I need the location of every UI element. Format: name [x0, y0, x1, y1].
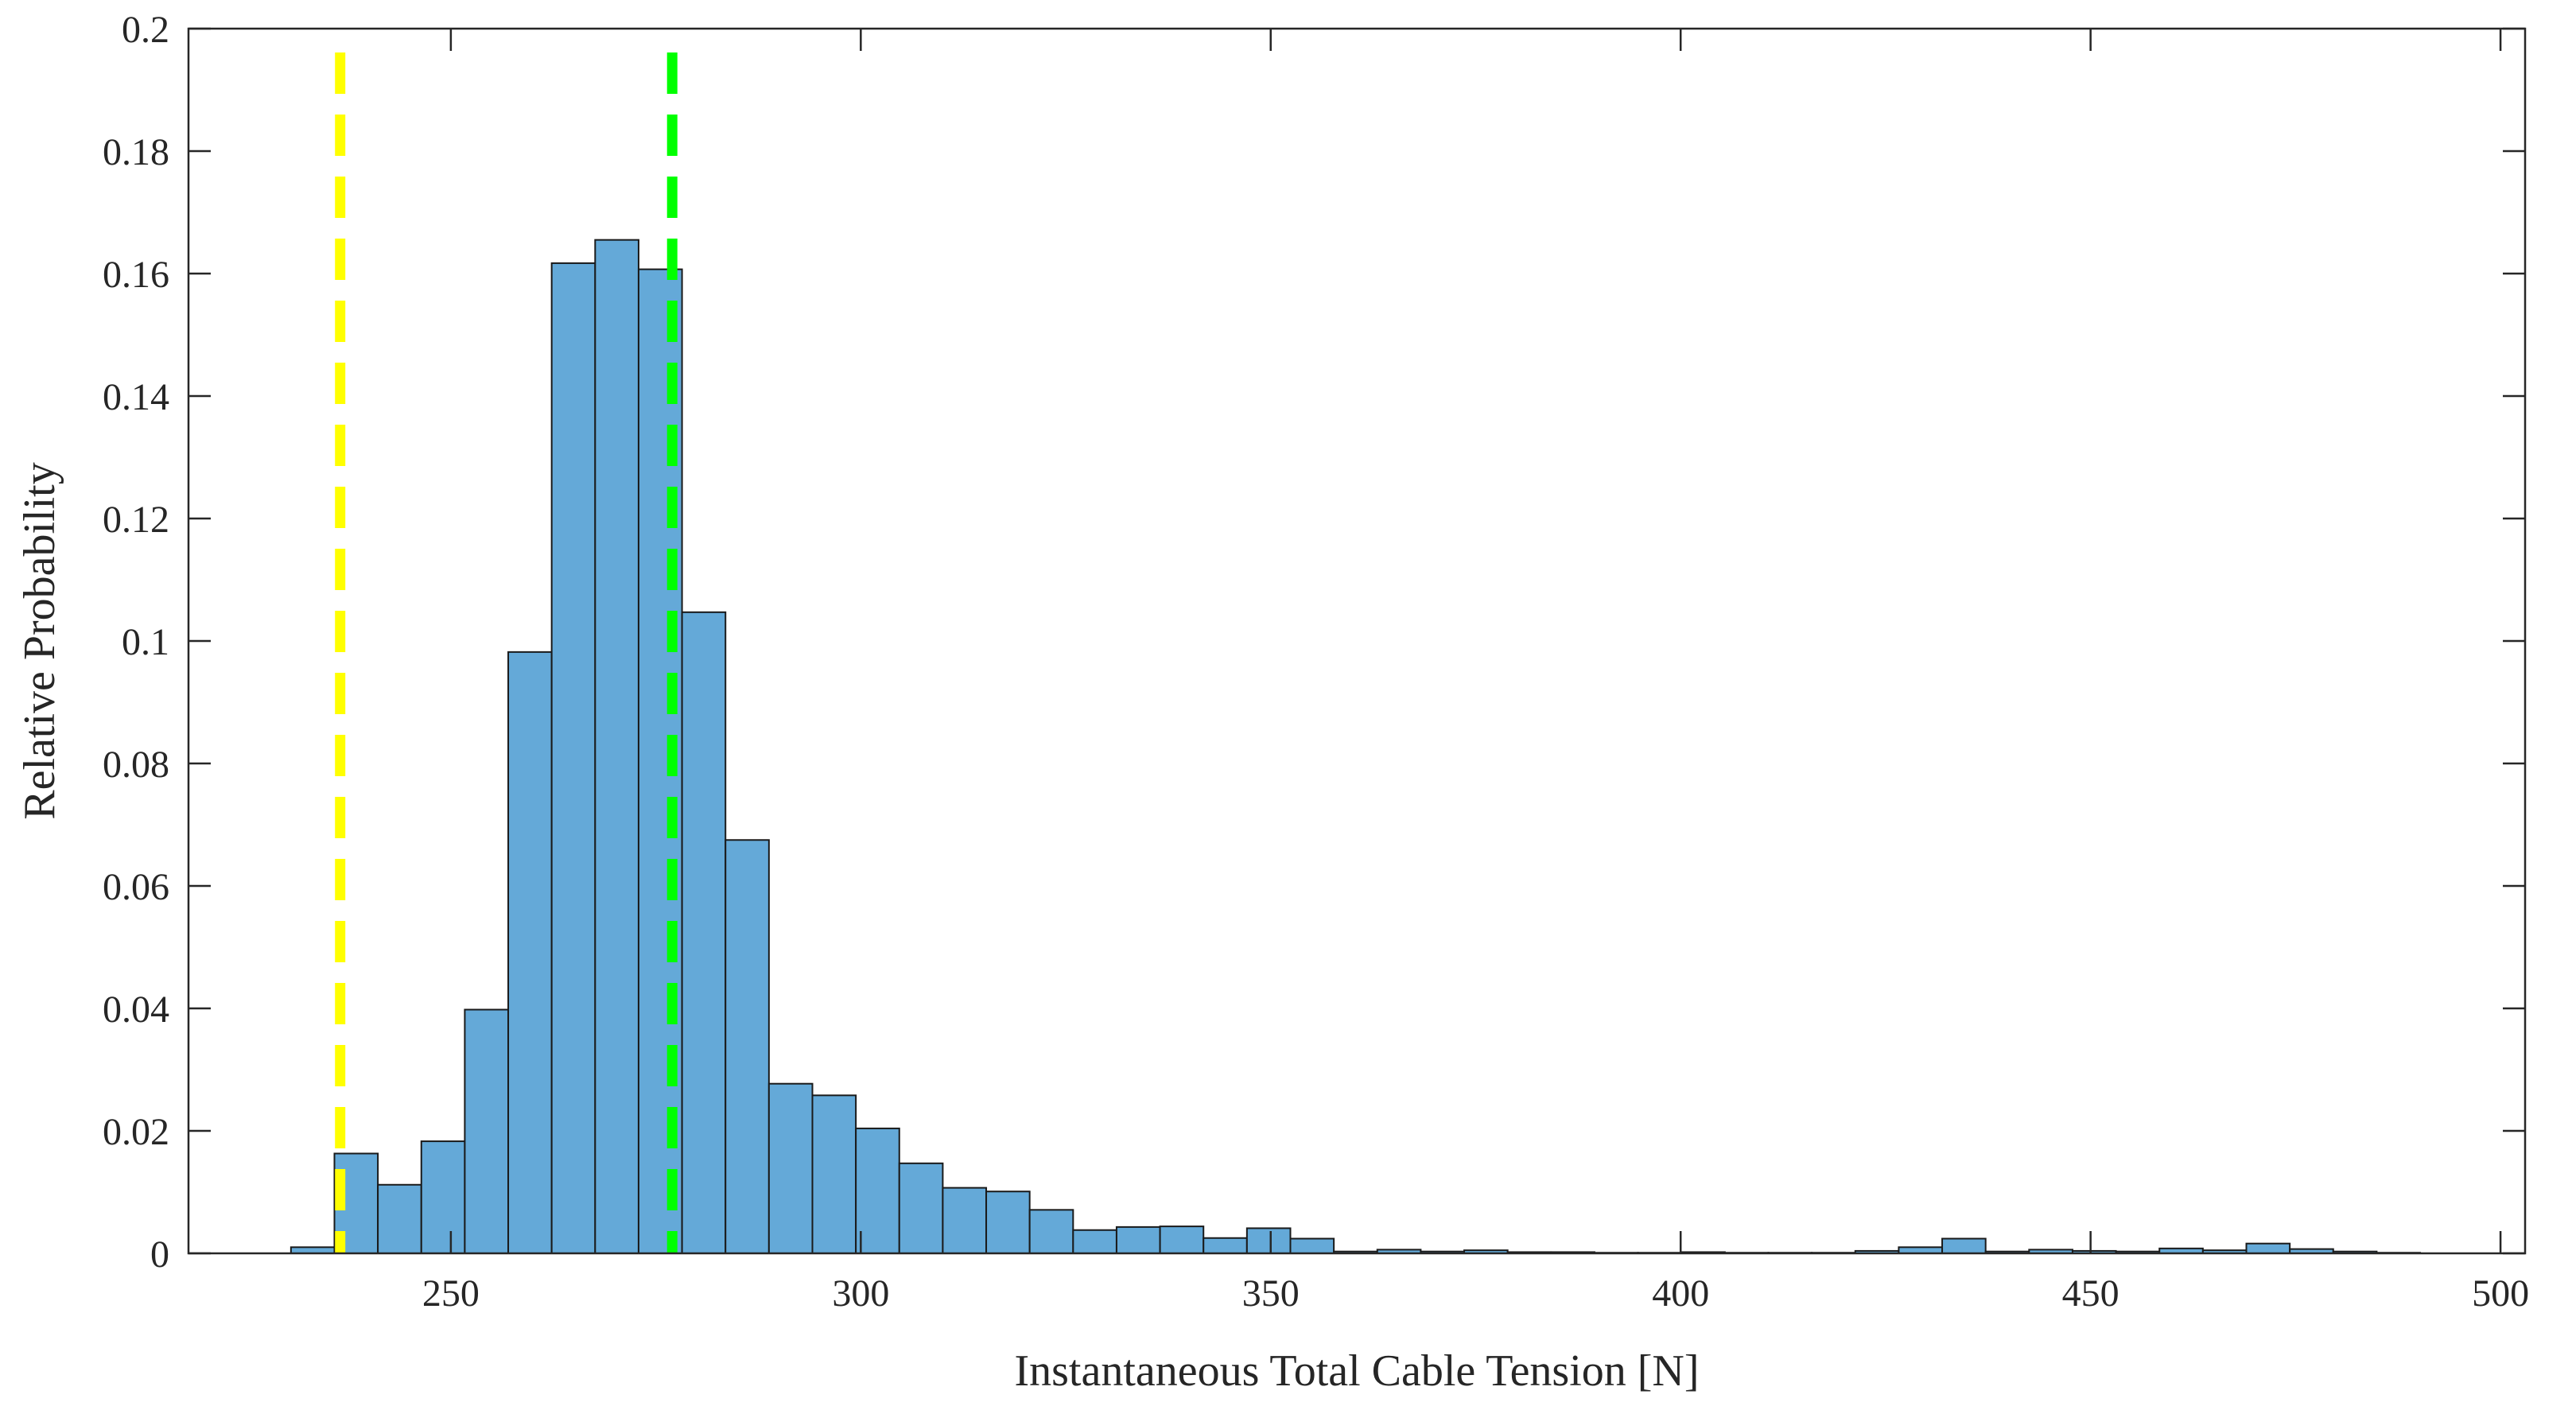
y-tick-label: 0.12 — [103, 499, 169, 541]
histogram-bar — [1941, 1237, 1987, 1255]
y-tick-label: 0.08 — [103, 744, 169, 786]
histogram-bar — [1072, 1229, 1117, 1254]
histogram-bar — [1203, 1237, 1248, 1254]
y-axis-label: Relative Probability — [15, 462, 64, 819]
x-axis-label: Instantaneous Total Cable Tension [N] — [1014, 1346, 1699, 1396]
histogram-bar — [1159, 1225, 1205, 1254]
histogram-bar — [1115, 1225, 1161, 1255]
histogram-bar — [942, 1187, 988, 1254]
histogram-bar — [464, 1008, 510, 1255]
y-tick-label: 0.04 — [103, 989, 169, 1031]
histogram-bar — [855, 1127, 900, 1255]
x-axis-ticks: 250 300 350 400 450 500 — [422, 29, 2529, 1315]
histogram-bar — [594, 239, 639, 1254]
y-tick-label: 0.18 — [103, 131, 169, 173]
histogram-bar — [507, 651, 553, 1254]
histogram-bar — [377, 1183, 422, 1255]
histogram-bar — [1245, 1227, 1292, 1255]
histogram-bar — [681, 611, 727, 1254]
reference-lines — [335, 52, 678, 1253]
histogram-bar — [985, 1191, 1031, 1254]
histogram-bar — [898, 1162, 944, 1255]
y-tick-label: 0.06 — [103, 866, 169, 908]
y-tick-label: 0.02 — [103, 1111, 169, 1153]
plot-frame — [187, 27, 2527, 1255]
histogram-bar — [550, 262, 596, 1254]
histogram-bar — [2245, 1242, 2291, 1255]
histogram-bar — [1028, 1209, 1074, 1254]
y-tick-label: 0.14 — [103, 376, 169, 418]
x-tick-label: 450 — [2062, 1272, 2119, 1315]
histogram-bar — [811, 1094, 857, 1254]
histogram-bars — [289, 239, 2422, 1255]
x-tick-label: 400 — [1652, 1272, 1709, 1315]
x-tick-label: 500 — [2472, 1272, 2529, 1315]
histogram-bar — [420, 1140, 466, 1254]
y-tick-label: 0.1 — [122, 621, 169, 663]
histogram-bar — [725, 839, 770, 1254]
x-tick-label: 250 — [422, 1272, 480, 1315]
y-tick-label: 0 — [150, 1233, 169, 1276]
y-tick-label: 0.16 — [103, 254, 169, 296]
y-tick-label: 0.2 — [122, 9, 169, 51]
histogram-bar — [767, 1082, 814, 1254]
histogram-bar — [1289, 1237, 1335, 1255]
y-axis-ticks: 0 0.02 0.04 0.06 0.08 0.1 0.12 0.14 0.16 0.18 0.2 — [103, 9, 2525, 1276]
x-tick-label: 350 — [1242, 1272, 1300, 1315]
x-tick-label: 300 — [832, 1272, 889, 1315]
